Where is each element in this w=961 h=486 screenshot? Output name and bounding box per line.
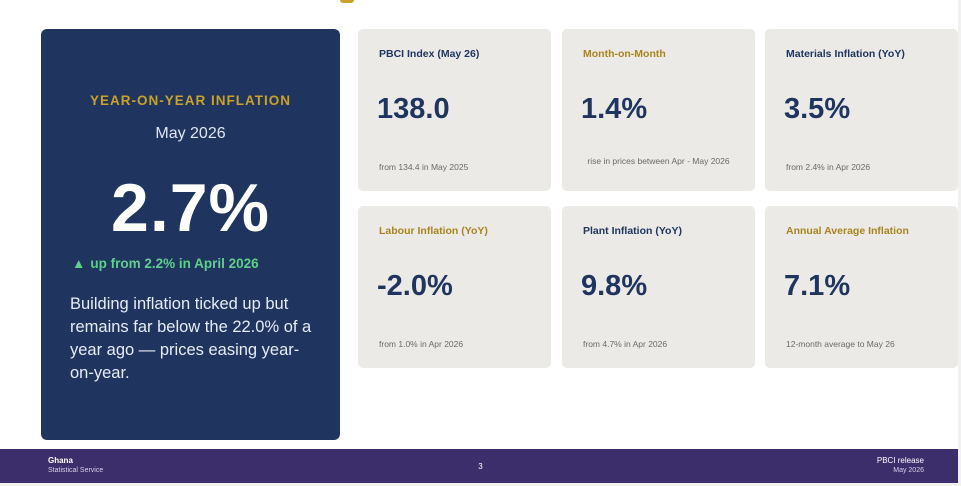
- card-label: Month-on-Month: [583, 48, 666, 60]
- delta-line: ▲ up from 2.2% in April 2026: [72, 256, 259, 271]
- card-value: 1.4%: [581, 93, 648, 125]
- panel-note: Building inflation ticked up but remains…: [70, 295, 312, 382]
- card-subtext: from 4.7% in Apr 2026: [583, 339, 668, 349]
- card-plant-inflation: Plant Inflation (YoY) 9.8% from 4.7% in …: [562, 206, 755, 368]
- delta-text: up from 2.2% in April 2026: [90, 256, 259, 271]
- card-subtext: 12-month average to May 26: [786, 339, 895, 349]
- card-subtext: from 134.4 in May 2025: [379, 162, 469, 172]
- card-label: Labour Inflation (YoY): [379, 225, 488, 237]
- card-materials-inflation: Materials Inflation (YoY) 3.5% from 2.4%…: [765, 29, 958, 191]
- card-pbci-index: PBCI Index (May 26) 138.0 from 134.4 in …: [358, 29, 551, 191]
- top-strip: [0, 0, 961, 4]
- card-value: 138.0: [377, 93, 450, 125]
- card-labour-inflation: Labour Inflation (YoY) -2.0% from 1.0% i…: [358, 206, 551, 368]
- panel-period: May 2026: [155, 125, 226, 142]
- footer-org-subname: Statistical Service: [48, 467, 104, 474]
- title-fragment: [340, 0, 354, 3]
- card-label: Plant Inflation (YoY): [583, 225, 682, 237]
- page-number: 3: [478, 462, 483, 471]
- footer-release-title: PBCI release: [876, 456, 924, 465]
- panel-kicker: YEAR-ON-YEAR INFLATION: [90, 93, 291, 108]
- card-value: 9.8%: [581, 270, 648, 302]
- slide-footer: Ghana Statistical Service 3 PBCI release…: [0, 449, 961, 483]
- footer-release-date: May 2026: [893, 467, 924, 474]
- card-value: 7.1%: [784, 270, 851, 302]
- card-subtext: from 2.4% in Apr 2026: [786, 162, 871, 172]
- card-subtext: from 1.0% in Apr 2026: [379, 339, 464, 349]
- card-subtext: rise in prices between Apr - May 2026: [587, 156, 730, 166]
- card-label: Annual Average Inflation: [786, 225, 909, 237]
- card-month-on-month: Month-on-Month 1.4% rise in prices betwe…: [562, 29, 755, 191]
- card-label: Materials Inflation (YoY): [786, 48, 905, 60]
- card-label: PBCI Index (May 26): [379, 48, 480, 60]
- footer-org-name: Ghana: [48, 456, 73, 465]
- yoy-inflation-panel: YEAR-ON-YEAR INFLATION May 2026 2.7% ▲ up…: [41, 29, 340, 440]
- window-edge-right: [958, 0, 961, 486]
- up-triangle-icon: ▲: [72, 256, 86, 271]
- card-value: -2.0%: [377, 270, 453, 302]
- window-edge-bottom: [0, 483, 961, 486]
- headline-value: 2.7%: [111, 170, 270, 246]
- card-annual-average-inflation: Annual Average Inflation 7.1% 12-month a…: [765, 206, 958, 368]
- card-value: 3.5%: [784, 93, 851, 125]
